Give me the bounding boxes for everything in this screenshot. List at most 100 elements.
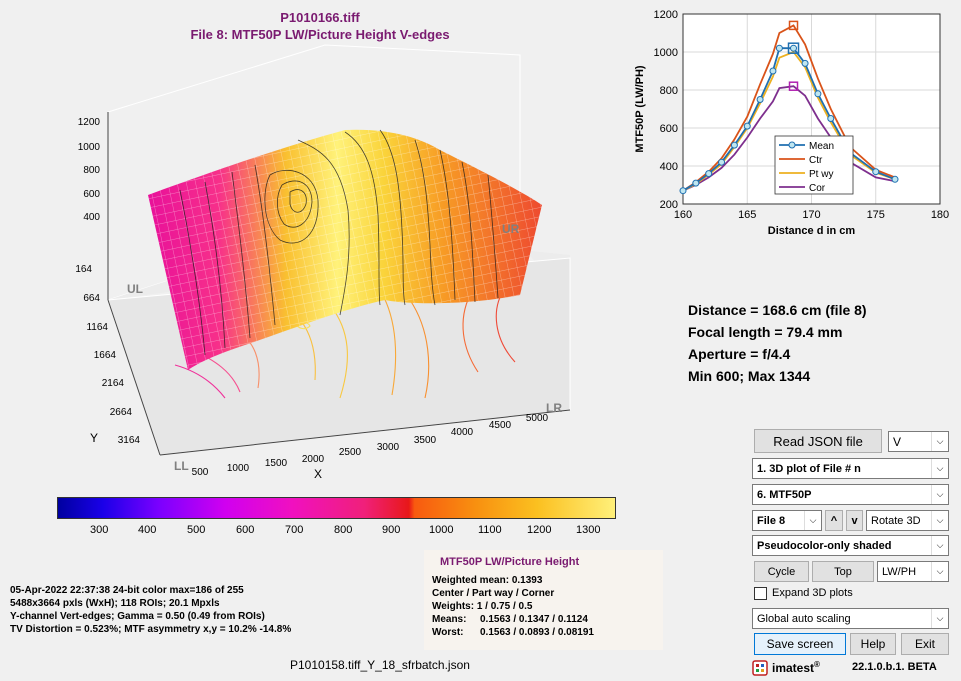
x-tick: 1000 [227,463,250,474]
z-tick: 600 [83,189,100,200]
metric-select[interactable]: 6. MTF50P ⌵ [752,484,949,505]
z-axis-ticks: 1200 1000 800 600 400 [78,117,101,223]
x-tick: 3000 [377,442,400,453]
read-json-button[interactable]: Read JSON file [754,429,882,453]
scaling-value: Global auto scaling [757,612,851,625]
x-axis-line [159,409,571,456]
top-button[interactable]: Top [812,561,874,582]
x-tick: 2000 [302,454,325,465]
mtf-surface [148,129,542,370]
x-tick: 1500 [265,458,288,469]
y-tick-label: 400 [660,161,678,173]
y-axis-label: MTF50P (LW/PH) [634,65,646,153]
chevron-down-icon: ⌵ [931,511,948,530]
plot-title-file: P1010166.tiff [280,10,360,25]
highlight-marker-cor [788,81,799,91]
colorbar-tick: 800 [334,524,353,536]
colorbar-tick: 600 [236,524,255,536]
units-select[interactable]: LW/PH ⌵ [877,561,949,582]
surface-plot-3d[interactable]: 1200 1000 800 600 400 164 664 1164 1664 … [0,40,645,490]
y-tick-label: 1000 [654,47,678,59]
image-info-line: TV Distortion = 0.523%; MTF asymmetry x,… [10,624,292,635]
data-point-mean [827,115,835,122]
cycle-button[interactable]: Cycle [754,561,809,582]
image-info-line: Y-channel Vert-edges; Gamma = 0.50 (0.49… [10,611,265,622]
chevron-down-icon: ⌵ [931,562,948,581]
y-tick: 1664 [94,350,117,361]
highlight-marker-ctr [788,20,799,31]
exit-button[interactable]: Exit [901,633,949,655]
min-max-readout: Min 600; Max 1344 [688,368,811,384]
image-info-line: 5488x3664 pxls (WxH); 118 ROIs; 20.1 Mpx… [10,598,220,609]
colorbar-tick: 1200 [527,524,552,536]
z-tick: 1200 [78,117,101,128]
y-axis-label: Y [90,431,98,445]
plot-type-select[interactable]: 1. 3D plot of File # n ⌵ [752,458,949,479]
y-axis-ticks: 164 664 1164 1664 2164 2664 3164 [75,264,140,446]
plot-frame [682,13,941,205]
colorbar-tick: 300 [90,524,109,536]
metric-value: 6. MTF50P [757,488,812,501]
version-label: 22.1.0.b.1. BETA [852,661,937,673]
legend-label: Ctr [809,155,823,166]
scaling-select[interactable]: Global auto scaling ⌵ [752,608,949,629]
file-value: File 8 [757,514,786,527]
rotate-value: Rotate 3D [871,514,921,527]
data-point-mean [730,141,738,149]
y-tick: 1164 [86,322,108,333]
brand-name: imatest® [772,660,820,675]
expand-3d-checkbox[interactable] [754,587,767,600]
y-tick: 2664 [110,407,133,418]
weights: Weights: 1 / 0.75 / 0.5 [432,601,533,612]
chevron-down-icon: ⌵ [931,485,948,504]
x-tick: 4500 [489,420,512,431]
expand-3d-label: Expand 3D plots [772,587,853,599]
save-screen-button[interactable]: Save screen [754,633,846,655]
z-tick: 1000 [78,142,101,153]
y-axis-line [107,299,161,456]
chevron-down-icon: ⌵ [931,609,948,628]
z-tick: 800 [83,165,100,176]
colorbar-tick: 900 [382,524,401,536]
rotate-select[interactable]: Rotate 3D ⌵ [866,510,949,531]
help-button[interactable]: Help [850,633,896,655]
file-select[interactable]: File 8 ⌵ [752,510,822,531]
x-tick: 500 [192,467,209,478]
colorbar-tick: 700 [285,524,304,536]
data-point-mean [872,168,880,176]
x-axis-label: Distance d in cm [768,225,856,237]
worst-label: Worst: [432,627,464,638]
data-point-mean [679,187,687,195]
colorbar [57,497,616,519]
channel-select[interactable]: V ⌵ [888,431,949,452]
file-down-button[interactable]: v [846,510,863,531]
distance-readout: Distance = 168.6 cm (file 8) [688,302,867,318]
means-values: 0.1563 / 0.1347 / 0.1124 [480,614,588,625]
y-tick-label: 600 [660,123,678,135]
colorbar-tick: 1300 [576,524,601,536]
mtf-panel-title: MTF50P LW/Picture Height [440,556,580,568]
y-tick: 3164 [118,435,141,446]
y-tick-label: 1200 [654,9,678,21]
legend-label: Cor [809,183,826,194]
mtf-distance-chart: 160 165 170 175 180 200 400 600 800 1000 1200 Dista… [634,9,949,237]
y-tick: 2164 [102,378,125,389]
weighted-mean: Weighted mean: 0.1393 [432,575,543,586]
colorbar-tick: 500 [187,524,206,536]
y-tick: 164 [75,264,92,275]
corner-label-ul: UL [127,282,143,296]
json-filename: P1010158.tiff_Y_18_sfrbatch.json [290,658,470,672]
shading-select[interactable]: Pseudocolor-only shaded ⌵ [752,535,949,556]
colorbar-tick: 1100 [478,524,502,536]
x-tick-label: 175 [867,209,885,221]
corner-label-ur: UR [502,222,520,236]
focal-length-readout: Focal length = 79.4 mm [688,324,843,340]
chevron-down-icon: ⌵ [931,536,948,555]
file-up-button[interactable]: ^ [825,510,843,531]
data-point-mean [718,158,726,166]
highlight-marker-mean [787,42,800,54]
data-point-mean [891,175,899,183]
x-axis-ticks: 500 1000 1500 2000 2500 3000 3500 4000 4… [192,413,549,478]
worst-values: 0.1563 / 0.0893 / 0.08191 [480,627,594,638]
x-tick: 4000 [451,427,474,438]
